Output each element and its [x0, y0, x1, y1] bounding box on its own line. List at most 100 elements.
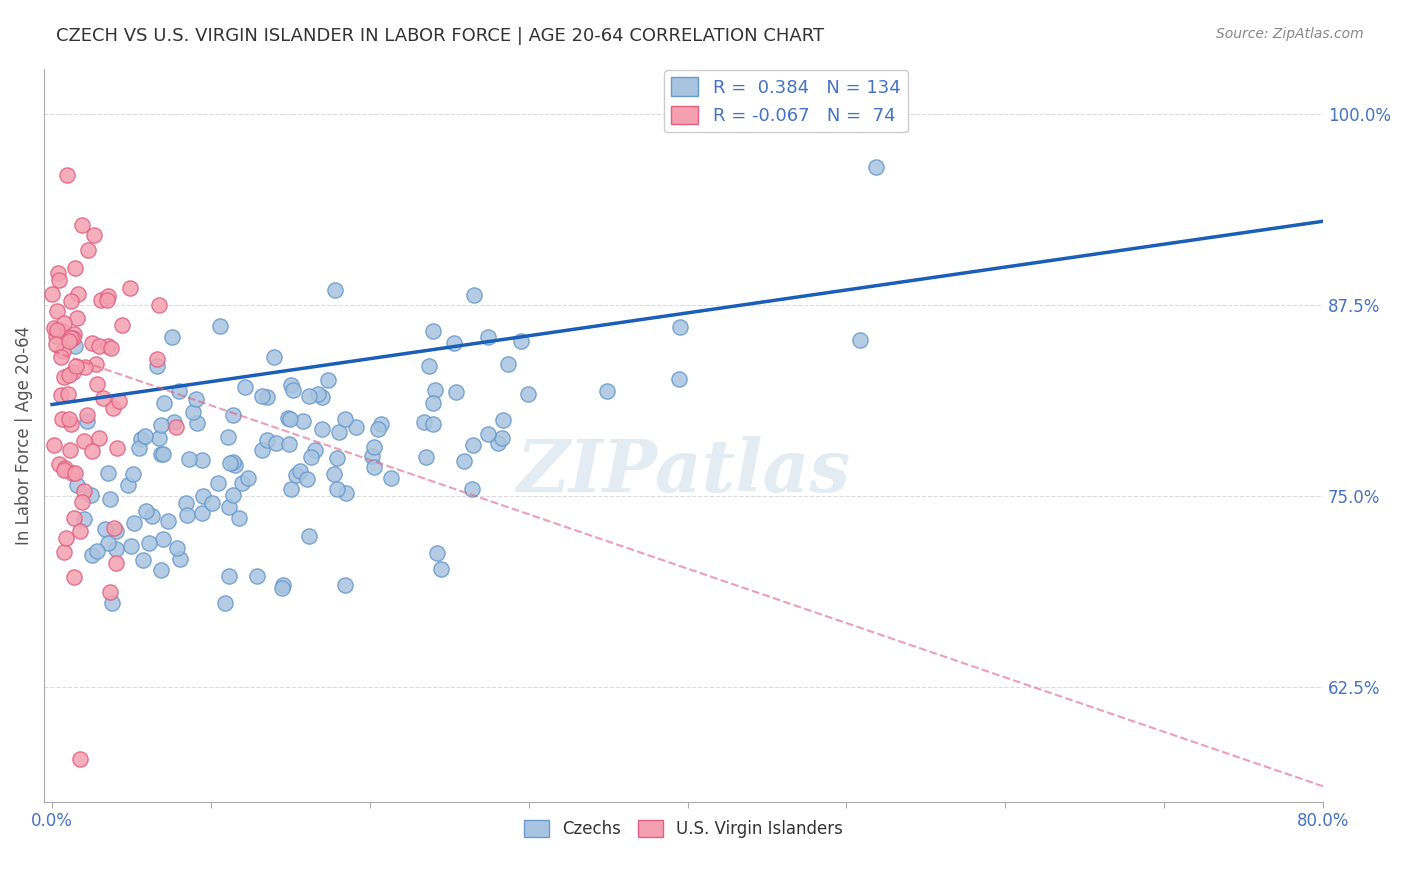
U.S. Virgin Islanders	[103, 521, 125, 535]
Czechs	[218, 500, 240, 514]
Czechs	[167, 384, 190, 398]
U.S. Virgin Islanders	[97, 338, 120, 352]
Czechs	[277, 410, 299, 425]
U.S. Virgin Islanders	[49, 388, 72, 402]
Czechs	[311, 391, 333, 405]
U.S. Virgin Islanders	[93, 392, 115, 406]
Czechs	[246, 569, 269, 583]
Czechs	[367, 422, 389, 436]
Czechs	[596, 384, 619, 398]
Czechs	[298, 529, 321, 543]
Czechs	[311, 422, 333, 436]
U.S. Virgin Islanders	[58, 368, 80, 383]
Czechs	[281, 384, 304, 398]
U.S. Virgin Islanders	[52, 463, 75, 477]
U.S. Virgin Islanders	[55, 531, 77, 545]
Czechs	[149, 447, 172, 461]
U.S. Virgin Islanders	[52, 344, 75, 359]
U.S. Virgin Islanders	[59, 417, 82, 432]
U.S. Virgin Islanders	[146, 351, 169, 366]
Czechs	[669, 320, 692, 334]
Czechs	[169, 551, 191, 566]
Czechs	[224, 458, 246, 472]
U.S. Virgin Islanders	[86, 376, 108, 391]
Czechs	[288, 464, 311, 478]
Czechs	[186, 416, 208, 430]
U.S. Virgin Islanders	[51, 324, 73, 338]
U.S. Virgin Islanders	[62, 326, 84, 341]
Czechs	[101, 596, 124, 610]
Czechs	[361, 449, 384, 463]
Text: ZIPatlas: ZIPatlas	[516, 436, 851, 508]
Czechs	[461, 482, 484, 496]
Czechs	[333, 578, 356, 592]
U.S. Virgin Islanders	[58, 334, 80, 348]
Czechs	[304, 443, 326, 458]
Czechs	[443, 336, 465, 351]
Czechs	[291, 414, 314, 428]
Czechs	[418, 359, 440, 373]
Czechs	[231, 475, 253, 490]
U.S. Virgin Islanders	[75, 360, 97, 375]
Czechs	[295, 471, 318, 485]
U.S. Virgin Islanders	[62, 570, 84, 584]
Czechs	[121, 467, 143, 481]
Text: Source: ZipAtlas.com: Source: ZipAtlas.com	[1216, 27, 1364, 41]
U.S. Virgin Islanders	[148, 298, 170, 312]
Czechs	[80, 488, 103, 502]
U.S. Virgin Islanders	[58, 412, 80, 426]
Czechs	[184, 392, 207, 407]
Legend: Czechs, U.S. Virgin Islanders: Czechs, U.S. Virgin Islanders	[517, 813, 849, 845]
Czechs	[271, 578, 294, 592]
Czechs	[174, 496, 197, 510]
U.S. Virgin Islanders	[42, 438, 65, 452]
U.S. Virgin Islanders	[46, 266, 69, 280]
U.S. Virgin Islanders	[52, 317, 75, 331]
Czechs	[412, 415, 434, 429]
U.S. Virgin Islanders	[97, 289, 120, 303]
Czechs	[461, 438, 484, 452]
Czechs	[138, 536, 160, 550]
U.S. Virgin Islanders	[46, 323, 69, 337]
Czechs	[181, 405, 204, 419]
U.S. Virgin Islanders	[101, 401, 124, 415]
U.S. Virgin Islanders	[59, 443, 82, 458]
Czechs	[509, 334, 531, 349]
Czechs	[284, 468, 307, 483]
Czechs	[422, 324, 444, 338]
Czechs	[422, 417, 444, 431]
Czechs	[233, 380, 256, 394]
U.S. Virgin Islanders	[98, 585, 121, 599]
Czechs	[278, 412, 301, 426]
Czechs	[132, 553, 155, 567]
Czechs	[307, 387, 329, 401]
Czechs	[270, 581, 292, 595]
Czechs	[191, 506, 214, 520]
Czechs	[425, 384, 447, 398]
Czechs	[166, 541, 188, 555]
U.S. Virgin Islanders	[73, 483, 96, 498]
U.S. Virgin Islanders	[118, 281, 141, 295]
Czechs	[228, 511, 250, 525]
Czechs	[328, 425, 350, 439]
Czechs	[222, 488, 245, 502]
U.S. Virgin Islanders	[62, 331, 84, 345]
Czechs	[453, 454, 475, 468]
Czechs	[323, 467, 346, 481]
U.S. Virgin Islanders	[72, 495, 94, 509]
Text: CZECH VS U.S. VIRGIN ISLANDER IN LABOR FORCE | AGE 20-64 CORRELATION CHART: CZECH VS U.S. VIRGIN ISLANDER IN LABOR F…	[56, 27, 824, 45]
U.S. Virgin Islanders	[42, 321, 65, 335]
Czechs	[477, 330, 499, 344]
Czechs	[163, 415, 186, 429]
Czechs	[326, 482, 349, 496]
Czechs	[256, 433, 278, 447]
Czechs	[157, 514, 180, 528]
U.S. Virgin Islanders	[89, 339, 111, 353]
Czechs	[496, 357, 519, 371]
Czechs	[141, 508, 163, 523]
U.S. Virgin Islanders	[69, 752, 91, 766]
U.S. Virgin Islanders	[83, 228, 105, 243]
Czechs	[477, 427, 499, 442]
U.S. Virgin Islanders	[87, 431, 110, 445]
U.S. Virgin Islanders	[63, 261, 86, 276]
